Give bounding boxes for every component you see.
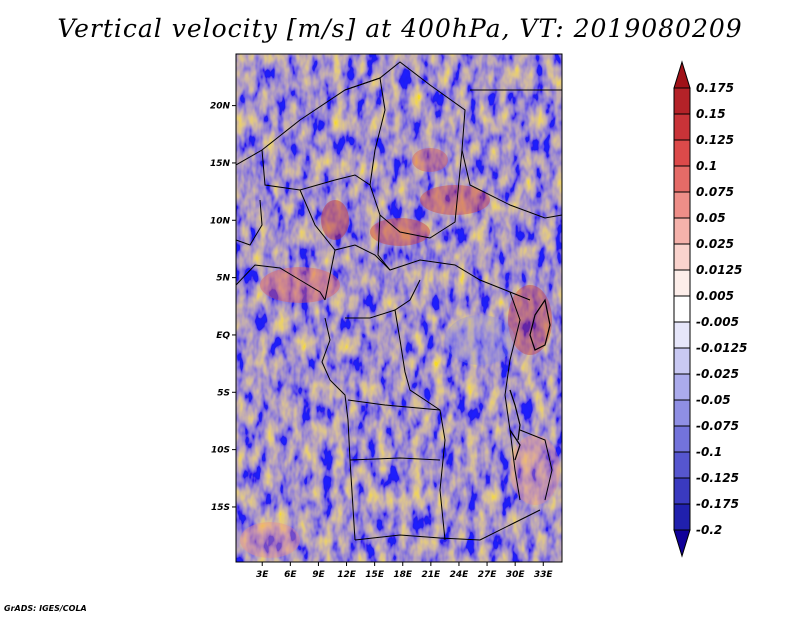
colorbar-swatch bbox=[673, 503, 691, 531]
colorbar: 0.175 0.15 0.125 0.1 0.075 0.05 0.025 0.0125 0.0… bbox=[673, 60, 747, 558]
lat-tick-label: 15S bbox=[211, 503, 230, 513]
colorbar-swatch bbox=[673, 139, 691, 167]
lon-tick-label: 21E bbox=[422, 570, 442, 580]
lon-tick-label: 15E bbox=[365, 570, 385, 580]
lat-tick-label: 20N bbox=[210, 102, 231, 112]
lon-tick-label: 24E bbox=[450, 570, 470, 580]
colorbar-swatch bbox=[673, 529, 691, 558]
lon-tick-label: 12E bbox=[337, 570, 357, 580]
map-title: Vertical velocity [m/s] at 400hPa, VT: 2… bbox=[57, 14, 743, 43]
colorbar-swatch bbox=[673, 165, 691, 193]
lon-tick-label: 27E bbox=[478, 570, 498, 580]
lon-tick-label: 33E bbox=[534, 570, 554, 580]
lon-tick-label: 30E bbox=[506, 570, 526, 580]
colorbar-label: 0.175 bbox=[696, 81, 734, 95]
colorbar-label: 0.05 bbox=[696, 211, 726, 225]
colorbar-swatch bbox=[673, 60, 691, 89]
colorbar-label: -0.075 bbox=[696, 419, 739, 433]
lon-tick-label: 3E bbox=[256, 570, 269, 580]
colorbar-swatch bbox=[673, 425, 691, 453]
colorbar-swatch bbox=[673, 269, 691, 297]
colorbar-label: -0.125 bbox=[696, 471, 739, 485]
colorbar-swatch bbox=[673, 191, 691, 219]
lat-tick-label: EQ bbox=[216, 331, 230, 341]
colorbar-label: 0.1 bbox=[696, 159, 717, 173]
colorbar-label: 0.125 bbox=[696, 133, 734, 147]
latitude-axis: 20N 15N 10N 5N EQ 5S 10S 15S bbox=[210, 102, 236, 513]
colorbar-label: 0.005 bbox=[696, 289, 734, 303]
colorbar-swatch bbox=[673, 347, 691, 375]
lat-tick-label: 10N bbox=[210, 216, 231, 226]
velocity-field bbox=[236, 54, 562, 562]
colorbar-label: 0.025 bbox=[696, 237, 734, 251]
colorbar-label: -0.175 bbox=[696, 497, 739, 511]
colorbar-swatch bbox=[673, 113, 691, 141]
colorbar-swatch bbox=[673, 217, 691, 245]
lat-tick-label: 10S bbox=[211, 446, 230, 456]
lon-tick-label: 9E bbox=[312, 570, 325, 580]
colorbar-label: -0.025 bbox=[696, 367, 739, 381]
lon-tick-label: 18E bbox=[393, 570, 413, 580]
lon-tick-label: 6E bbox=[284, 570, 297, 580]
colorbar-swatch bbox=[673, 373, 691, 401]
colorbar-swatch bbox=[673, 399, 691, 427]
colorbar-label: -0.05 bbox=[696, 393, 731, 407]
colorbar-swatch bbox=[673, 243, 691, 271]
grads-credit: GrADS: IGES/COLA bbox=[4, 604, 87, 613]
colorbar-swatch bbox=[673, 477, 691, 505]
colorbar-label: -0.1 bbox=[696, 445, 722, 459]
lat-tick-label: 15N bbox=[210, 159, 231, 169]
colorbar-swatch bbox=[673, 295, 691, 323]
longitude-axis: 3E 6E 9E 12E 15E 18E 21E 24E 27E 30E 33E bbox=[256, 562, 553, 580]
map-frame: 20N 15N 10N 5N EQ 5S 10S 15S 3E 6E 9E 12E 15E 18E 21E… bbox=[210, 53, 563, 580]
lat-tick-label: 5S bbox=[217, 388, 230, 398]
colorbar-label: 0.15 bbox=[696, 107, 726, 121]
colorbar-label: -0.2 bbox=[696, 523, 722, 537]
colorbar-swatch bbox=[673, 321, 691, 349]
colorbar-label: -0.0125 bbox=[696, 341, 747, 355]
colorbar-swatch bbox=[673, 451, 691, 479]
colorbar-label: -0.005 bbox=[696, 315, 739, 329]
lakes bbox=[509, 298, 551, 461]
colorbar-swatch bbox=[673, 87, 691, 115]
colorbar-label: 0.0125 bbox=[696, 263, 742, 277]
country-borders bbox=[236, 61, 562, 541]
lat-tick-label: 5N bbox=[216, 274, 230, 284]
colorbar-label: 0.075 bbox=[696, 185, 734, 199]
